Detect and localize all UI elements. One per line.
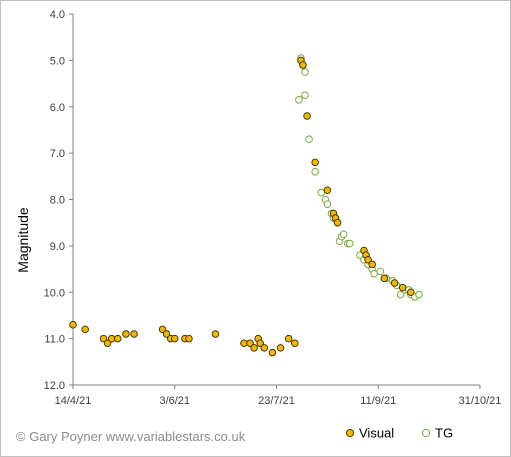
visual-point [162, 330, 171, 338]
tg-point [396, 290, 405, 299]
y-axis-label: Magnitude [15, 207, 31, 273]
tg-point [295, 95, 303, 104]
y-tick-label: 11.0 [44, 334, 65, 346]
visual-point [299, 61, 307, 69]
visual-point [130, 330, 138, 338]
x-tick-label: 3/6/21 [159, 395, 190, 407]
visual-point [122, 330, 130, 338]
y-tick-label: 9.0 [50, 241, 65, 253]
tg-point [301, 68, 309, 76]
visual-point [158, 325, 167, 334]
visual-point [256, 339, 264, 348]
visual-point [69, 320, 77, 329]
legend-visual-marker [345, 428, 355, 438]
y-tick-label: 4.0 [50, 9, 65, 21]
visual-point [240, 339, 248, 348]
x-tick-label: 14/4/21 [55, 395, 92, 407]
y-tick-label: 6.0 [50, 102, 65, 114]
visual-point [99, 334, 108, 343]
y-tick-labels: 4.0 5.0 6.0 7.0 8.0 9.0 10.0 11.0 12.0 [44, 9, 65, 392]
legend-visual-label: Visual [359, 426, 394, 441]
tg-point [323, 200, 332, 208]
x-tick-label: 23/7/21 [258, 395, 295, 407]
legend-tg-label: TG [435, 426, 453, 441]
visual-point [170, 334, 179, 343]
visual-point [107, 334, 116, 343]
x-tick-label: 31/10/21 [459, 395, 502, 407]
visual-point [380, 274, 389, 283]
visual-point [303, 112, 311, 120]
credit-text: © Gary Poyner www.variablestars.co.uk [16, 429, 246, 444]
series-visual-points [69, 56, 415, 357]
tg-point [376, 267, 385, 276]
visual-point [103, 339, 112, 348]
visual-point [284, 334, 293, 343]
tg-point [305, 135, 313, 144]
visual-point [398, 283, 407, 292]
visual-point [364, 256, 372, 264]
y-tick-label: 12.0 [44, 380, 65, 392]
visual-point [250, 344, 258, 352]
tg-point [301, 91, 309, 99]
visual-point [390, 279, 399, 287]
x-tick-labels: 14/4/21 3/6/21 23/7/21 11/9/21 31/10/21 [55, 395, 502, 407]
tg-point [339, 230, 348, 239]
visual-point [311, 158, 319, 167]
visual-point [246, 339, 254, 348]
visual-point [323, 186, 332, 194]
y-tick-label: 8.0 [50, 195, 65, 207]
tg-point [311, 167, 319, 176]
legend-tg-marker [421, 428, 431, 438]
visual-point [211, 330, 220, 338]
visual-point [276, 344, 285, 352]
visual-point [291, 339, 299, 348]
visual-point [260, 344, 269, 352]
visual-point [407, 288, 415, 297]
legend: Visual TG [345, 426, 453, 441]
visual-point [114, 334, 122, 343]
y-tick-label: 5.0 [50, 55, 65, 67]
tg-point [345, 239, 354, 248]
series-tg-points [295, 54, 423, 301]
y-tick-label: 10.0 [44, 287, 65, 299]
tg-point [317, 188, 326, 197]
tg-point [415, 290, 423, 299]
visual-point [333, 218, 342, 227]
x-tick-label: 11/9/21 [360, 395, 396, 407]
visual-point [268, 348, 277, 357]
y-tick-label: 7.0 [50, 148, 65, 160]
visual-point [185, 334, 193, 343]
visual-point [368, 260, 376, 269]
visual-point [81, 325, 89, 334]
